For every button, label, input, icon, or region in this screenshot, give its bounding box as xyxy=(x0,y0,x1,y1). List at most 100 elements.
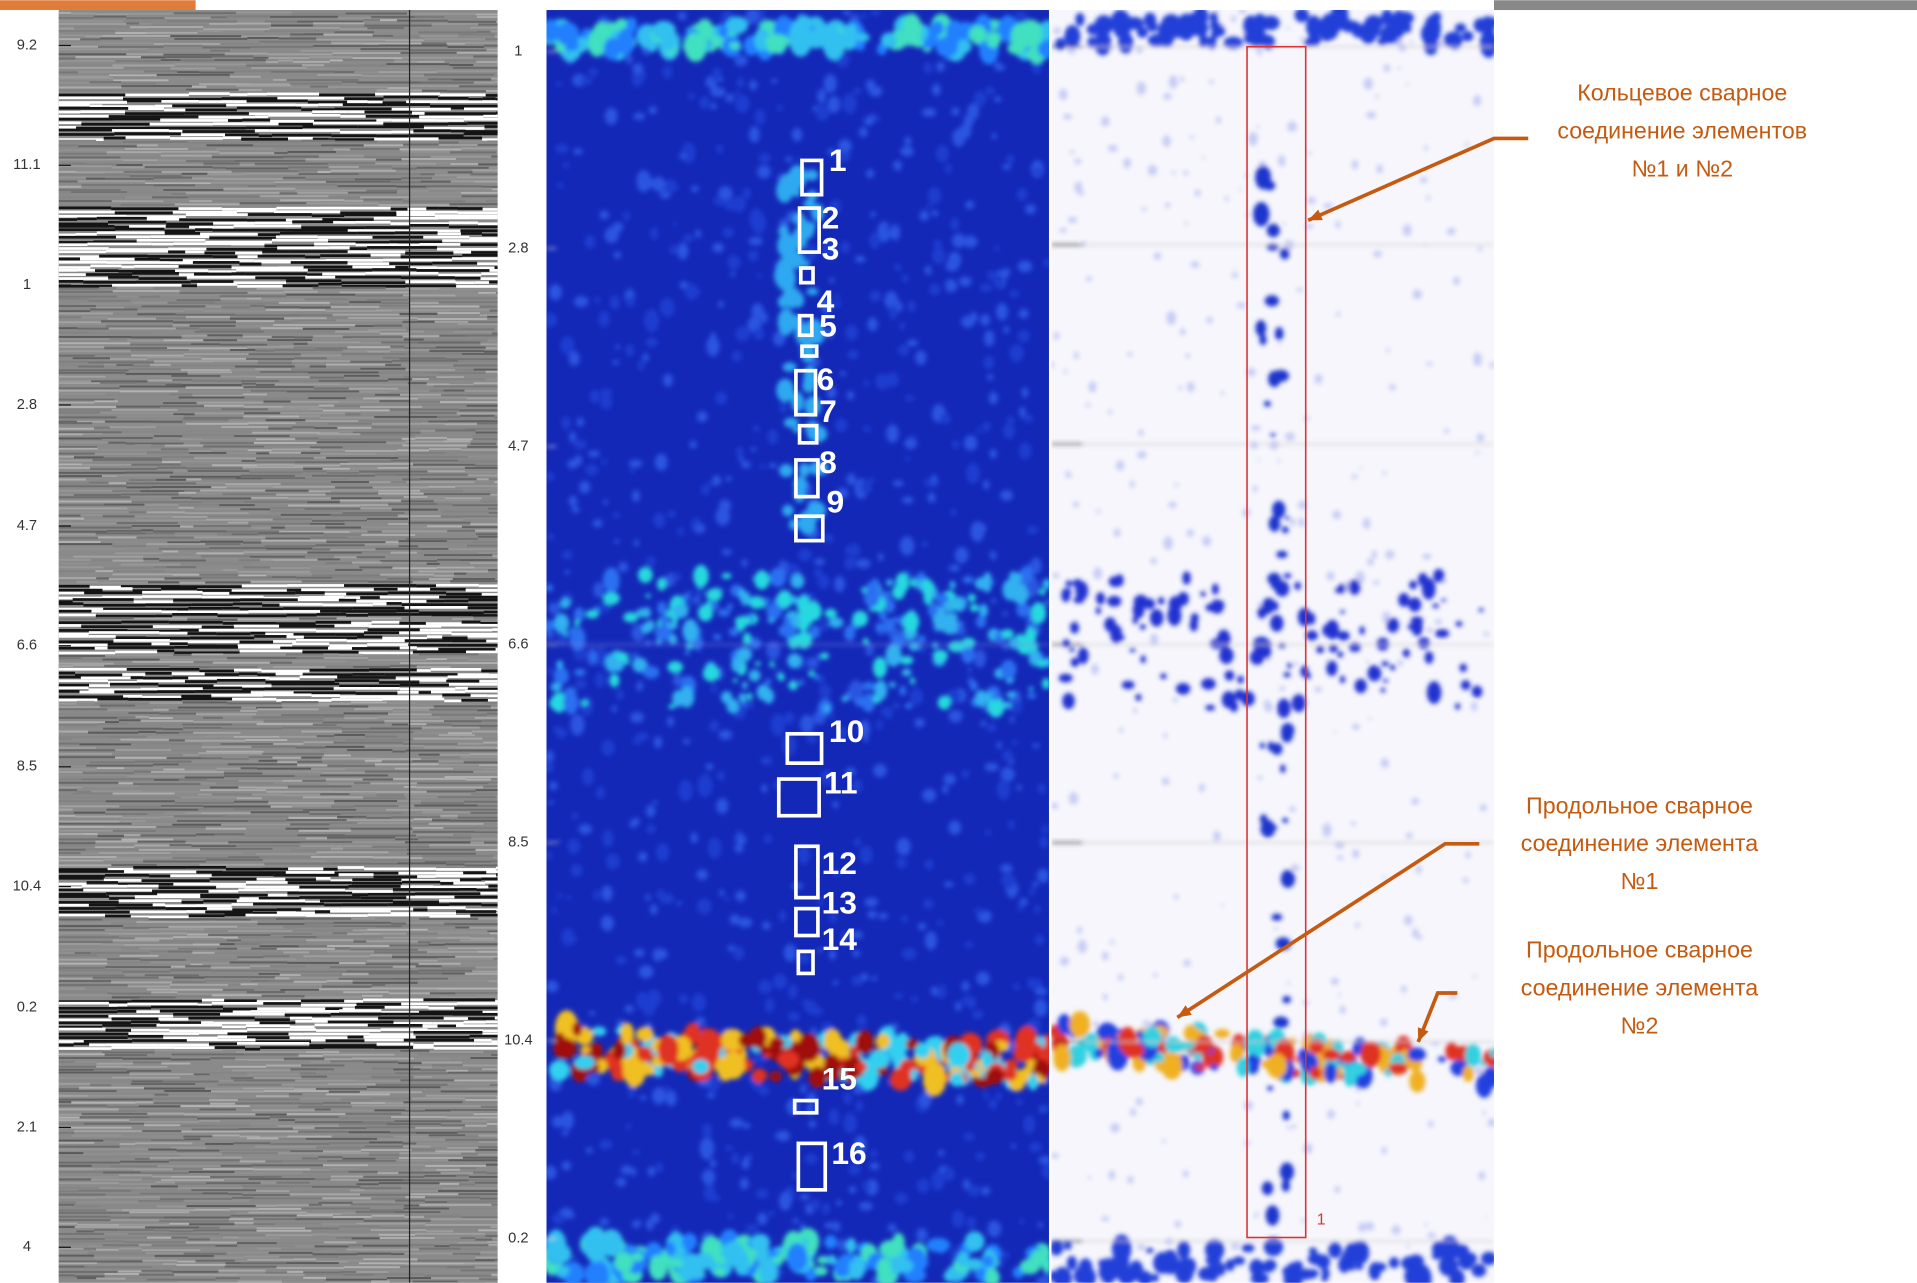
stripe xyxy=(182,724,232,726)
blob xyxy=(944,881,953,887)
blob xyxy=(970,312,978,323)
blob xyxy=(766,756,772,766)
stripe xyxy=(339,1009,381,1012)
blob xyxy=(829,1109,839,1125)
stripe xyxy=(166,223,213,226)
stripe xyxy=(427,951,478,953)
stripe xyxy=(183,701,227,703)
blob xyxy=(595,297,600,304)
stripe xyxy=(426,207,438,210)
stripe xyxy=(419,679,446,682)
stripe xyxy=(455,747,495,749)
stripe xyxy=(195,1209,230,1211)
stripe xyxy=(272,239,328,242)
stripe xyxy=(312,548,330,550)
stripe xyxy=(188,450,211,452)
stripe xyxy=(266,419,306,421)
stripe xyxy=(234,70,271,72)
stripe xyxy=(354,805,399,807)
blob xyxy=(910,688,924,705)
stripe xyxy=(387,602,402,605)
stripe xyxy=(355,178,401,180)
stripe xyxy=(453,79,492,81)
blob xyxy=(634,539,639,546)
stripe xyxy=(123,38,175,40)
stripe xyxy=(120,1143,136,1145)
stripe xyxy=(440,754,470,756)
stripe xyxy=(59,668,127,671)
blob xyxy=(546,630,554,639)
stripe xyxy=(59,342,130,344)
blob xyxy=(614,539,619,543)
stripe xyxy=(103,1244,139,1246)
stripe xyxy=(225,1266,277,1268)
stripe xyxy=(209,23,236,25)
stripe xyxy=(78,1190,131,1192)
stripe xyxy=(364,156,431,158)
stripe xyxy=(360,368,405,370)
blob xyxy=(974,523,986,534)
stripe xyxy=(82,1113,148,1115)
stripe xyxy=(150,364,171,366)
blob xyxy=(919,645,925,653)
stripe xyxy=(146,637,190,640)
stripe xyxy=(427,635,442,638)
stripe xyxy=(59,756,115,758)
stripe xyxy=(418,397,466,399)
stripe xyxy=(399,357,445,359)
stripe xyxy=(287,589,301,592)
stripe xyxy=(266,1234,313,1236)
stripe xyxy=(305,508,361,510)
stripe xyxy=(115,32,146,34)
stripe xyxy=(292,661,347,663)
stripe xyxy=(348,1244,362,1246)
stripe xyxy=(180,629,199,632)
stripe xyxy=(483,97,496,100)
stripe xyxy=(179,779,207,781)
stripe xyxy=(413,1046,434,1049)
stripe xyxy=(113,830,156,832)
stripe xyxy=(312,694,340,697)
blob xyxy=(857,1014,867,1027)
stripe xyxy=(364,1146,403,1148)
stripe xyxy=(317,74,362,76)
stripe xyxy=(113,570,165,572)
stripe xyxy=(443,440,470,442)
stripe xyxy=(104,137,126,140)
stripe xyxy=(400,662,450,664)
stripe xyxy=(150,115,198,118)
stripe xyxy=(270,1143,329,1145)
blob xyxy=(948,252,961,268)
stripe xyxy=(292,805,331,807)
stripe xyxy=(74,1206,101,1208)
stripe xyxy=(169,926,238,928)
stripe xyxy=(283,1160,327,1162)
stripe xyxy=(59,1209,107,1211)
stripe xyxy=(361,526,427,528)
stripe xyxy=(437,937,470,939)
stripe xyxy=(220,344,267,346)
stripe xyxy=(323,1102,351,1104)
stripe xyxy=(315,1024,368,1027)
blob xyxy=(663,374,673,387)
blob xyxy=(932,84,941,96)
stripe xyxy=(227,940,241,942)
stripe xyxy=(163,402,197,404)
blob xyxy=(731,1153,739,1165)
stripe xyxy=(470,937,495,939)
blob xyxy=(749,208,763,229)
stripe xyxy=(139,996,175,998)
stripe xyxy=(295,1020,327,1023)
stripe xyxy=(88,1095,155,1097)
stripe xyxy=(143,677,172,680)
stripe xyxy=(273,518,312,520)
stripe xyxy=(127,1070,172,1072)
blob xyxy=(976,428,981,434)
stripe xyxy=(353,929,368,931)
stripe xyxy=(361,896,407,899)
stripe xyxy=(59,1255,94,1257)
blob xyxy=(984,330,995,346)
stripe xyxy=(356,243,398,246)
stripe xyxy=(370,1033,414,1036)
stripe xyxy=(206,1182,260,1184)
